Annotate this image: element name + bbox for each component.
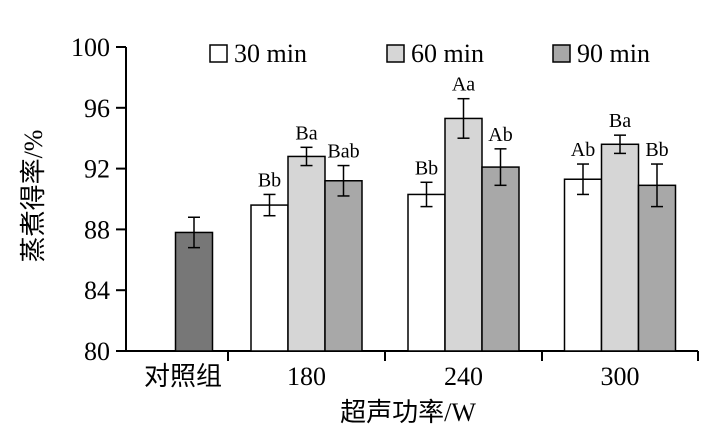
bar — [250, 204, 289, 352]
legend-label: 60 min — [411, 39, 484, 68]
significance-label: Aa — [452, 74, 475, 96]
significance-label: Bb — [645, 139, 668, 161]
bars: Bb Ba Bab Bb Aa Ab Ab Ba Bb — [174, 74, 677, 352]
axes: 80 84 88 92 96 100 对照组 180 240 300 — [71, 33, 699, 391]
control-bar — [174, 231, 214, 352]
legend-swatch — [209, 44, 228, 63]
legend-label: 90 min — [577, 39, 650, 68]
significance-label: Bb — [258, 169, 281, 191]
y-tick-label: 88 — [84, 215, 110, 244]
bar — [637, 184, 677, 352]
bar — [563, 178, 603, 352]
y-tick-label: 92 — [84, 155, 110, 184]
y-tick-label: 96 — [84, 94, 110, 123]
y-tick-label: 84 — [84, 276, 110, 305]
x-axis-title: 超声功率/W — [340, 398, 476, 427]
significance-label: Ab — [571, 139, 595, 161]
x-tick-label: 240 — [444, 362, 483, 391]
bar — [407, 193, 446, 352]
significance-label: Bb — [415, 157, 438, 179]
bar — [324, 180, 363, 352]
x-tick-label: 对照组 — [144, 362, 222, 391]
legend-label: 30 min — [234, 39, 307, 68]
bar — [444, 117, 483, 352]
x-tick-label: 300 — [601, 362, 640, 391]
y-tick-label: 80 — [84, 337, 110, 366]
significance-label: Ba — [295, 122, 317, 144]
significance-label: Bab — [327, 141, 359, 163]
bar — [287, 155, 326, 352]
bar — [481, 166, 520, 352]
legend-swatch — [386, 44, 405, 63]
legend: 30 min 60 min 90 min — [209, 39, 650, 68]
bar — [600, 143, 640, 352]
y-tick-label: 100 — [71, 33, 110, 62]
x-tick-label: 180 — [287, 362, 326, 391]
legend-swatch — [552, 44, 571, 63]
significance-label: Ab — [488, 124, 512, 146]
y-axis-title: 蒸煮得率/% — [19, 130, 48, 263]
significance-label: Ba — [609, 110, 631, 132]
